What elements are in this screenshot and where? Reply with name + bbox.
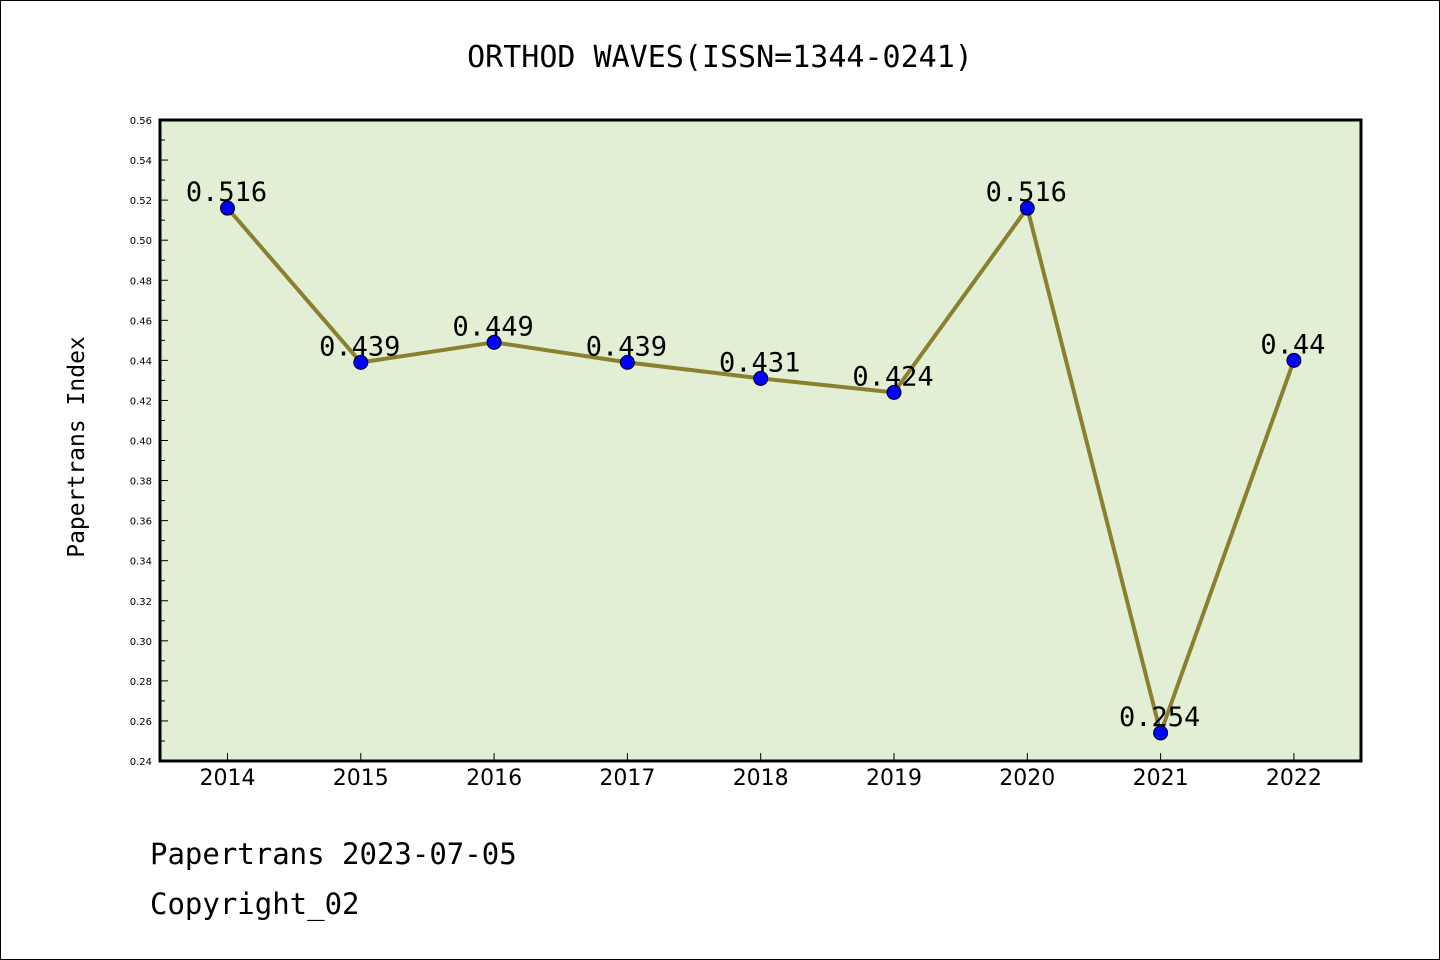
y-tick-label: 0.26 <box>130 717 152 728</box>
x-axis: 2014 2015 2016 2017 2018 2019 2020 2021 2022 <box>200 753 1322 791</box>
data-point <box>753 370 769 386</box>
y-tick-label: 0.52 <box>130 196 152 207</box>
data-point <box>1286 352 1302 368</box>
series-group: 0.516 0.439 0.449 0.439 0.431 0.424 0.516 0.254… <box>186 177 1325 741</box>
x-tick-label: 2015 <box>333 766 389 791</box>
y-tick-label: 0.36 <box>130 517 152 528</box>
data-point <box>486 334 502 350</box>
y-tick-label: 0.32 <box>130 597 152 608</box>
y-tick-label: 0.34 <box>130 557 152 568</box>
data-label: 0.516 <box>986 177 1067 208</box>
y-tick-label: 0.40 <box>130 437 152 448</box>
y-tick-label: 0.30 <box>130 637 152 648</box>
y-tick-label: 0.56 <box>130 116 152 127</box>
footer-date: Papertrans 2023-07-05 <box>150 837 517 871</box>
footer-copyright: Copyright_02 <box>150 887 360 922</box>
data-point <box>1153 725 1169 741</box>
y-tick-label: 0.50 <box>130 236 152 247</box>
y-tick-label: 0.48 <box>130 276 152 287</box>
y-axis-label: Papertrans Index <box>64 336 90 558</box>
y-tick-label: 0.46 <box>130 316 152 327</box>
data-label: 0.516 <box>186 177 267 208</box>
data-point <box>220 200 235 216</box>
x-tick-label: 2017 <box>599 766 655 791</box>
x-tick-label: 2022 <box>1266 766 1322 791</box>
y-tick-label: 0.44 <box>130 356 152 367</box>
data-label: 0.449 <box>452 311 533 342</box>
data-point <box>619 354 635 370</box>
y-tick-label: 0.24 <box>130 757 152 768</box>
x-tick-label: 2016 <box>466 766 522 791</box>
data-label: 0.254 <box>1119 702 1200 733</box>
x-tick-label: 2020 <box>999 766 1055 791</box>
data-point <box>353 354 369 370</box>
x-tick-label: 2014 <box>200 766 256 791</box>
x-tick-label: 2018 <box>733 766 789 791</box>
y-axis: 0.24 0.26 0.28 0.30 0.32 0.34 0.36 0.38 0.40 0.42… <box>130 116 168 768</box>
y-tick-label: 0.38 <box>130 477 152 488</box>
data-label: 0.439 <box>586 331 667 362</box>
data-label: 0.424 <box>852 361 933 392</box>
data-point <box>1019 200 1035 216</box>
y-tick-label: 0.54 <box>130 156 152 167</box>
y-tick-label: 0.42 <box>130 396 152 407</box>
plot-area <box>158 118 1363 763</box>
x-tick-label: 2019 <box>866 766 922 791</box>
chart-title: ORTHOD WAVES(ISSN=1344-0241) <box>467 40 973 75</box>
data-label: 0.44 <box>1260 329 1325 360</box>
data-point <box>886 384 902 400</box>
data-label: 0.439 <box>319 331 400 362</box>
data-label: 0.431 <box>719 347 800 378</box>
y-tick-label: 0.28 <box>130 677 152 688</box>
x-tick-label: 2021 <box>1133 766 1189 791</box>
